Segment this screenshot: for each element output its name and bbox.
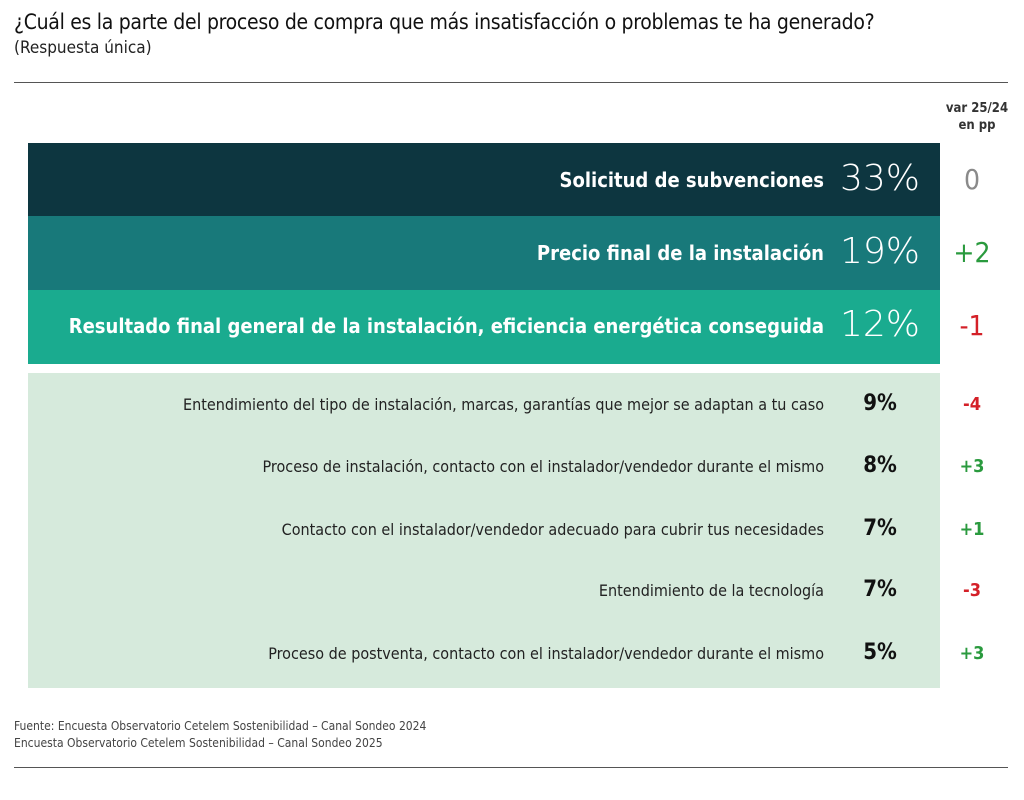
row-value: 9% <box>863 391 897 417</box>
highlight-row <box>28 216 940 291</box>
row-variation: -3 <box>963 579 981 601</box>
highlight-row <box>28 289 940 364</box>
row-variation: -1 <box>959 309 985 343</box>
highlight-row <box>28 143 940 217</box>
row-variation: +3 <box>959 455 985 477</box>
row-label: Proceso de instalación, contacto con el … <box>262 457 824 477</box>
row-label: Entendimiento de la tecnología <box>598 581 824 601</box>
row-label: Solicitud de subvenciones <box>559 167 824 192</box>
divider <box>14 767 1008 768</box>
row-label: Precio final de la instalación <box>536 240 824 265</box>
row-label: Resultado final general de la instalació… <box>68 314 824 339</box>
subtitle: (Respuesta única) <box>14 38 152 58</box>
row-label: Contacto con el instalador/vendedor adec… <box>281 520 824 540</box>
var-header: var 25/24 <box>945 101 1009 116</box>
row-label: Proceso de postventa, contacto con el in… <box>268 644 824 664</box>
var-header: en pp <box>958 118 996 133</box>
row-value: 8% <box>863 453 897 479</box>
row-variation: +2 <box>953 235 991 269</box>
source: Encuesta Observatorio Cetelem Sostenibil… <box>14 736 383 750</box>
row-value: 19% <box>839 230 920 272</box>
row-variation: 0 <box>963 162 981 196</box>
source: Fuente: Encuesta Observatorio Cetelem So… <box>14 719 427 733</box>
row-value: 33% <box>839 157 920 199</box>
row-variation: +1 <box>959 518 985 540</box>
row-variation: +3 <box>959 642 985 664</box>
row-value: 5% <box>863 640 897 666</box>
row-value: 12% <box>839 304 920 346</box>
row-variation: -4 <box>963 393 981 415</box>
title: ¿Cuál es la parte del proceso de compra … <box>14 10 875 34</box>
row-label: Entendimiento del tipo de instalación, m… <box>183 395 824 415</box>
row-value: 7% <box>863 516 897 542</box>
divider <box>14 82 1008 83</box>
row-value: 7% <box>863 577 897 603</box>
light-panel <box>28 373 940 688</box>
